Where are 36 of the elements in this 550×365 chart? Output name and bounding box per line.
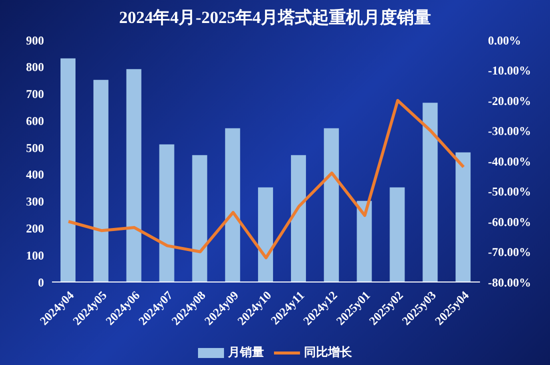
legend-label: 月销量 <box>228 344 264 361</box>
y-tick-label: 700 <box>26 87 44 102</box>
y2-tick-label: 0.00% <box>488 33 521 48</box>
bar <box>192 155 208 282</box>
y2-tick-label: -30.00% <box>488 124 531 138</box>
line-series <box>66 99 466 260</box>
y-tick-label: 400 <box>26 168 44 182</box>
legend-label: 同比增长 <box>304 344 352 361</box>
y2-tick-label: -10.00% <box>488 64 531 78</box>
bar <box>356 200 372 282</box>
y-tick-label: 900 <box>26 33 44 48</box>
y2-tick-label: -50.00% <box>488 184 531 199</box>
y2-tick-label: -40.00% <box>488 154 531 168</box>
bar <box>290 155 306 282</box>
y2-tick-label: -80.00% <box>488 275 531 290</box>
y-tick-label: 100 <box>26 248 44 262</box>
y2-tick-label: -70.00% <box>488 245 531 260</box>
bar <box>324 128 339 282</box>
y-tick-label: 200 <box>26 221 44 236</box>
y-tick-label: 0 <box>38 275 44 290</box>
bar <box>60 58 76 282</box>
bar <box>456 152 471 282</box>
y2-tick-label: -60.00% <box>488 214 531 229</box>
bar <box>225 128 240 282</box>
y-tick-label: 300 <box>26 194 44 209</box>
y-tick-label: 500 <box>26 140 44 155</box>
bar <box>159 144 174 282</box>
y-tick-label: 600 <box>26 114 44 128</box>
bar <box>258 187 274 282</box>
y2-tick-label: -20.00% <box>488 94 531 108</box>
bar <box>93 80 108 282</box>
bar <box>390 187 405 282</box>
chart-title: 2024年4月-2025年4月塔式起重机月度销量 <box>118 7 432 29</box>
bar <box>126 69 142 282</box>
y-tick-label: 800 <box>26 60 44 74</box>
bar <box>422 102 438 282</box>
